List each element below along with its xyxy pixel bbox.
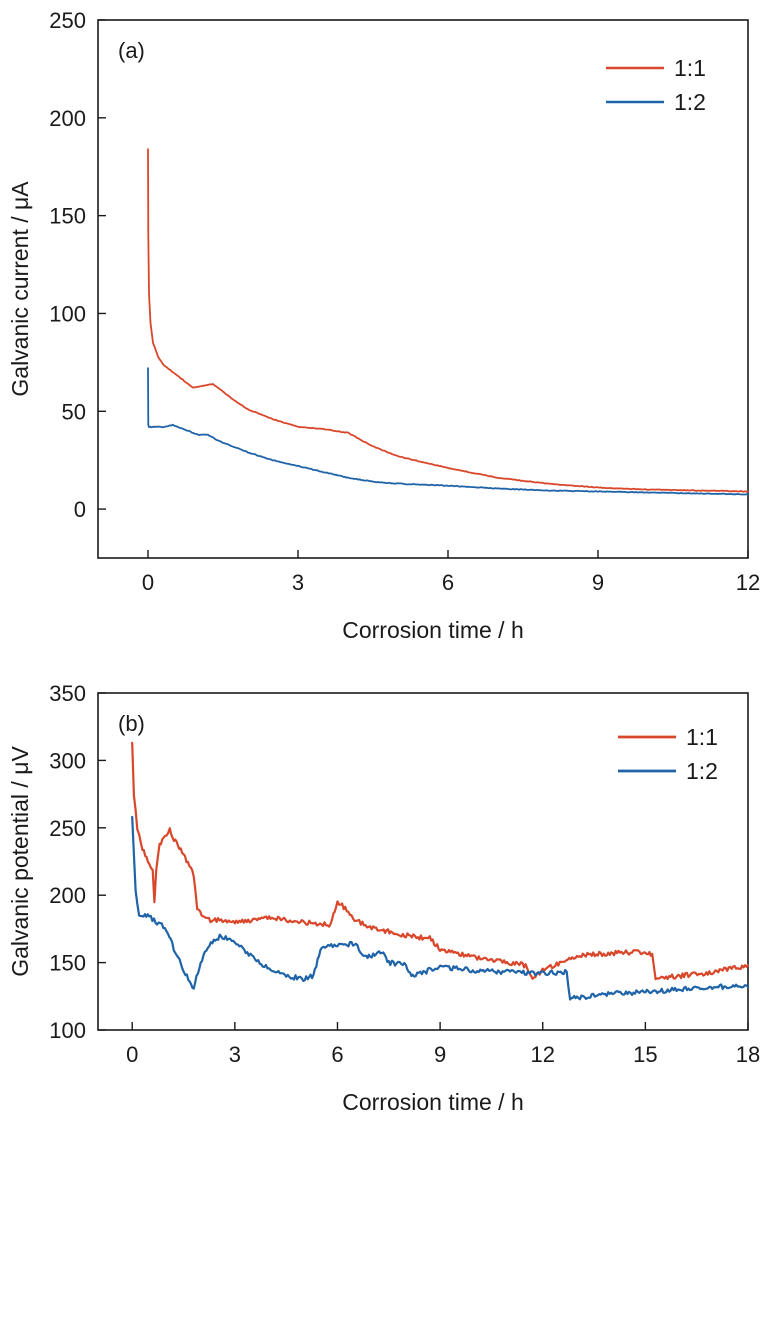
y-tick-label: 50 (62, 399, 86, 424)
x-tick-label: 12 (530, 1042, 554, 1067)
y-tick-label: 200 (49, 106, 86, 131)
series-line-2 (131, 815, 750, 1001)
series-line-1 (131, 741, 750, 981)
series-line-1 (147, 148, 749, 493)
x-tick-label: 3 (292, 570, 304, 595)
x-axis-title: Corrosion time / h (342, 617, 524, 643)
x-tick-label: 0 (142, 570, 154, 595)
y-tick-label: 0 (74, 497, 86, 522)
y-tick-label: 200 (49, 883, 86, 908)
x-tick-label: 0 (126, 1042, 138, 1067)
plot-frame (97, 692, 749, 1031)
plot-frame (97, 19, 749, 559)
y-tick-label: 300 (49, 748, 86, 773)
y-tick-label: 100 (49, 301, 86, 326)
y-tick-label: 150 (49, 204, 86, 229)
y-tick-label: 250 (49, 816, 86, 841)
x-tick-label: 12 (736, 570, 760, 595)
x-tick-label: 9 (434, 1042, 446, 1067)
x-tick-label: 18 (736, 1042, 760, 1067)
panel-label: (a) (118, 38, 145, 63)
y-axis-title: Galvanic potential / μV (7, 746, 33, 977)
x-tick-label: 3 (229, 1042, 241, 1067)
y-tick-label: 100 (49, 1018, 86, 1043)
legend-label: 1:1 (686, 724, 718, 750)
legend-label: 1:2 (686, 758, 718, 784)
y-tick-label: 350 (49, 681, 86, 706)
series-line-2 (147, 367, 749, 496)
legend-label: 1:2 (674, 89, 706, 115)
chart-panel-1: 0 50 100 150 200 250 0 3 6 9 12 Corrosion time / h G… (7, 8, 760, 643)
legend-label: 1:1 (674, 55, 706, 81)
chart-panel-2: 100 150 200 250 300 350 0 3 6 9 12 15 18 Corrosion ti… (7, 681, 760, 1115)
x-tick-label: 9 (592, 570, 604, 595)
x-tick-label: 6 (331, 1042, 343, 1067)
y-tick-label: 250 (49, 8, 86, 33)
x-axis-title: Corrosion time / h (342, 1089, 524, 1115)
x-tick-label: 15 (633, 1042, 657, 1067)
panel-label: (b) (118, 711, 145, 736)
x-tick-label: 6 (442, 570, 454, 595)
y-tick-label: 150 (49, 951, 86, 976)
y-axis-title: Galvanic current / μA (7, 181, 33, 397)
